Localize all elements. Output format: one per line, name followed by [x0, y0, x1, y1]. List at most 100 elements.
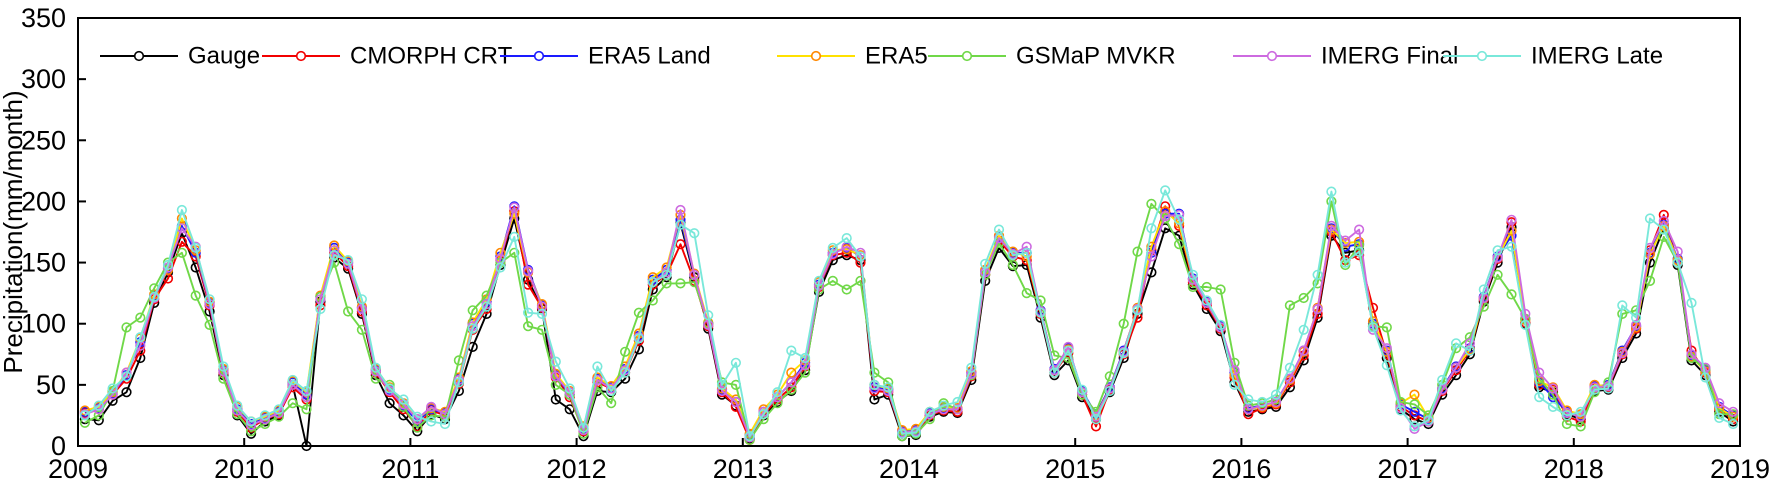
- data-point-marker: [1146, 198, 1157, 209]
- data-point-marker: [910, 427, 922, 438]
- data-point-marker: [218, 361, 229, 372]
- data-point-marker: [384, 398, 395, 409]
- data-point-marker: [550, 356, 561, 367]
- data-point-marker: [176, 247, 187, 258]
- data-point-marker: [606, 385, 617, 397]
- data-point-marker: [619, 346, 631, 357]
- data-point-marker: [121, 322, 132, 333]
- series-gauge: [79, 213, 1739, 452]
- legend-item-imerg-late: IMERG Late: [1443, 43, 1663, 70]
- data-point-marker: [1534, 392, 1545, 403]
- data-point-marker: [1409, 406, 1420, 417]
- data-point-marker: [1589, 384, 1600, 395]
- data-point-marker: [813, 275, 825, 287]
- data-point-marker: [841, 233, 852, 244]
- x-tick-label: 2013: [713, 454, 773, 484]
- data-point-marker: [1506, 289, 1517, 300]
- legend-label: Gauge: [188, 43, 260, 70]
- series-era5: [79, 206, 1739, 439]
- data-point-marker: [716, 385, 728, 397]
- data-point-marker: [135, 332, 146, 343]
- data-point-marker: [467, 323, 478, 334]
- data-point-marker: [467, 305, 478, 316]
- y-tick-label: 0: [51, 431, 66, 461]
- data-point-marker: [1007, 259, 1019, 271]
- data-point-marker: [827, 242, 838, 253]
- data-point-marker: [980, 258, 991, 269]
- data-point-marker: [1340, 257, 1351, 268]
- data-point-marker: [1312, 303, 1323, 315]
- data-point-marker: [1104, 385, 1115, 397]
- data-point-marker: [1395, 405, 1406, 416]
- data-point-marker: [1201, 281, 1212, 293]
- data-point-marker: [1492, 269, 1503, 280]
- data-point-marker: [1381, 322, 1392, 333]
- data-point-marker: [675, 239, 686, 250]
- data-point-marker: [1686, 297, 1697, 309]
- x-tick-label: 2010: [214, 454, 274, 484]
- data-point-marker: [1381, 360, 1392, 371]
- data-point-marker: [869, 379, 880, 391]
- data-point-marker: [343, 255, 354, 266]
- data-point-marker: [827, 275, 838, 287]
- data-point-marker: [1201, 295, 1212, 306]
- data-point-marker: [1492, 252, 1503, 263]
- data-point-marker: [315, 294, 326, 305]
- data-point-marker: [1035, 295, 1046, 306]
- data-point-marker: [1270, 396, 1282, 408]
- data-point-marker: [246, 416, 257, 427]
- x-tick-label: 2017: [1378, 454, 1438, 484]
- legend-label: ERA5: [865, 43, 928, 70]
- series-line-era5-land: [84, 205, 1734, 436]
- data-point-marker: [1007, 250, 1019, 261]
- legend-item-imerg-final: IMERG Final: [1233, 43, 1458, 70]
- data-point-marker: [356, 303, 368, 315]
- data-point-marker: [1160, 185, 1171, 196]
- data-point-marker: [301, 392, 312, 403]
- data-point-marker: [384, 383, 395, 394]
- data-point-marker: [93, 410, 104, 421]
- data-point-marker: [509, 202, 520, 213]
- data-point-marker: [924, 406, 935, 417]
- data-point-marker: [287, 374, 298, 386]
- legend-item-gsmap-mvkr: GSMaP MVKR: [928, 43, 1176, 70]
- data-point-marker: [259, 410, 271, 421]
- legend-label: GSMaP MVKR: [1016, 43, 1176, 70]
- legend-label: ERA5 Land: [588, 43, 711, 70]
- data-point-marker: [1520, 319, 1531, 331]
- series-imerg-late: [79, 185, 1739, 442]
- legend-label: IMERG Final: [1321, 43, 1458, 70]
- data-point-marker: [799, 367, 811, 378]
- data-point-marker: [232, 400, 243, 411]
- data-point-marker: [1284, 300, 1295, 311]
- data-point-marker: [287, 398, 298, 409]
- data-point-marker: [675, 204, 686, 216]
- data-point-marker: [1727, 406, 1739, 417]
- data-point-marker: [1284, 373, 1295, 384]
- data-point-marker: [426, 401, 437, 413]
- data-point-marker: [786, 345, 797, 356]
- data-point-marker: [1700, 372, 1711, 383]
- legend-marker-icon: [961, 50, 973, 62]
- data-point-marker: [1423, 415, 1434, 426]
- data-point-marker: [606, 398, 617, 409]
- data-point-marker: [1658, 231, 1669, 242]
- data-point-marker: [786, 377, 797, 388]
- data-point-marker: [536, 301, 548, 312]
- data-point-marker: [273, 404, 284, 415]
- y-tick-label: 50: [36, 370, 66, 400]
- y-tick-label: 300: [21, 64, 66, 94]
- x-tick-label: 2018: [1544, 454, 1604, 484]
- data-point-marker: [966, 362, 977, 373]
- data-point-marker: [1229, 379, 1240, 391]
- data-point-marker: [1617, 348, 1628, 359]
- series-line-gsmap-mvkr: [84, 200, 1734, 441]
- data-point-marker: [1063, 345, 1074, 356]
- data-point-marker: [1021, 247, 1032, 258]
- legend-marker-icon: [295, 50, 307, 62]
- data-point-marker: [661, 269, 672, 280]
- data-point-marker: [1353, 246, 1365, 257]
- data-point-marker: [938, 400, 949, 411]
- y-tick-label: 200: [21, 186, 66, 216]
- data-point-marker: [1257, 396, 1268, 408]
